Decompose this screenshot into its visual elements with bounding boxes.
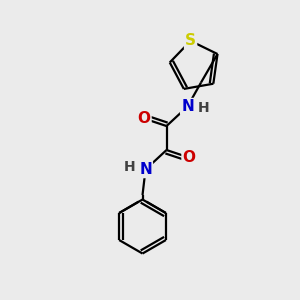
Text: H: H — [197, 101, 209, 115]
Text: O: O — [182, 150, 196, 165]
Text: S: S — [185, 33, 196, 48]
Text: H: H — [124, 160, 136, 174]
Text: N: N — [181, 99, 194, 114]
Text: O: O — [137, 111, 151, 126]
Text: N: N — [139, 162, 152, 177]
